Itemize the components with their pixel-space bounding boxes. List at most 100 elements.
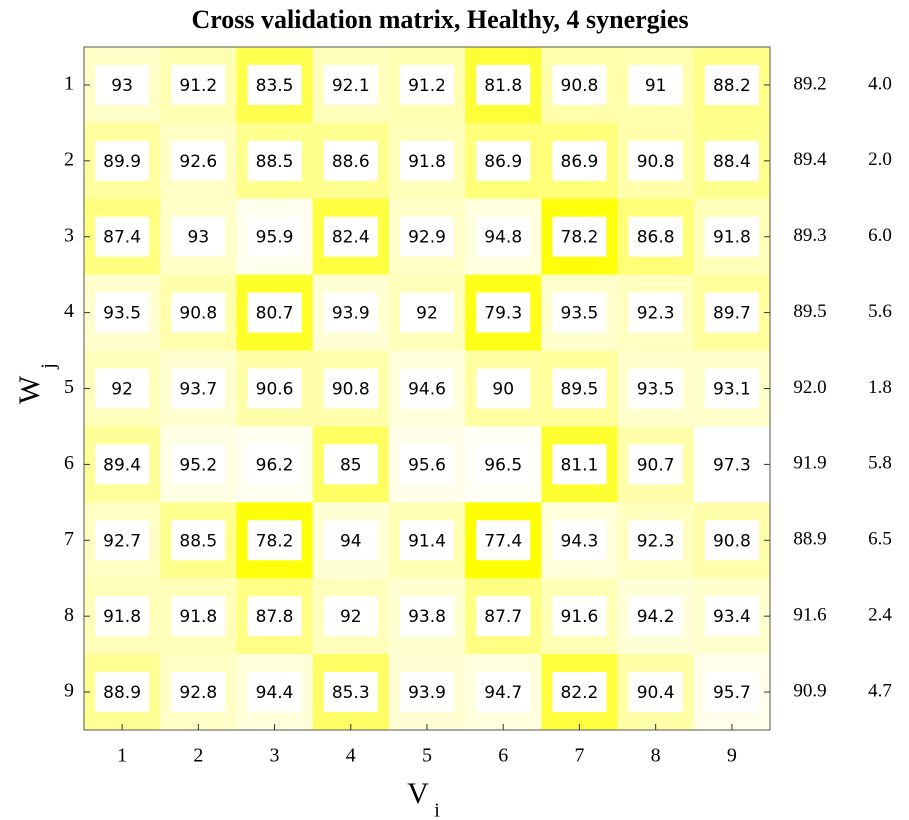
row-mean: 90.9 (793, 680, 826, 701)
cell-label-bg (704, 368, 759, 409)
cell-label: 90.6 (256, 380, 294, 400)
cell-label: 87.8 (256, 607, 294, 627)
cell-label-bg (171, 292, 226, 333)
cell-label: 94.3 (561, 531, 599, 551)
y-tick-label: 1 (64, 73, 74, 95)
cell-label-bg (323, 368, 378, 409)
x-tick-label: 8 (651, 745, 661, 767)
cell-label-bg (95, 596, 150, 637)
cell-label: 82.4 (332, 228, 370, 248)
cell-label-bg (628, 368, 683, 409)
row-std: 6.0 (868, 225, 892, 246)
cell-label-bg (628, 672, 683, 713)
x-axis-label: V (407, 777, 429, 810)
cell-label-bg (95, 292, 150, 333)
cell-label-bg (171, 520, 226, 561)
cell-label-bg (171, 672, 226, 713)
cell-label-bg (400, 596, 454, 637)
cell-label-bg (552, 292, 607, 333)
cell-label: 96.2 (256, 455, 294, 475)
cell-label: 86.9 (484, 152, 522, 172)
cell-label-bg (247, 64, 302, 105)
cell-label: 95.9 (256, 228, 294, 248)
cell-label-bg (95, 368, 150, 409)
cell-label: 91.2 (408, 76, 446, 96)
cell-label: 85.3 (332, 683, 370, 703)
cell-label-bg (171, 596, 226, 637)
row-mean: 91.6 (793, 605, 826, 626)
cell-label: 92 (111, 380, 133, 400)
cell-label-bg (552, 596, 607, 637)
cell-label-bg (704, 672, 759, 713)
cell-label: 88.4 (713, 152, 751, 172)
cell-label: 81.1 (561, 455, 599, 475)
cell-label: 92.1 (332, 76, 370, 96)
cell-label: 85 (340, 455, 362, 475)
cell-label: 91.8 (408, 152, 446, 172)
cell-label: 94.8 (484, 228, 522, 248)
cell-label-bg (95, 520, 150, 561)
cell-label: 89.5 (561, 380, 599, 400)
cell-label: 94.2 (637, 607, 675, 627)
cell-label: 88.9 (103, 683, 141, 703)
cell-label-bg (476, 216, 531, 257)
cell-label: 89.9 (103, 152, 141, 172)
cell-label-bg (247, 292, 302, 333)
cell-label-bg (247, 596, 302, 637)
cell-label-bg (704, 596, 759, 637)
cell-label-bg (400, 216, 454, 257)
cell-label-bg (171, 444, 226, 485)
cell-label-bg (171, 64, 226, 105)
cell-label: 88.5 (179, 531, 217, 551)
cell-label: 91.8 (713, 228, 751, 248)
row-std: 5.6 (868, 301, 892, 322)
cell-label-bg (476, 672, 531, 713)
cell-label-bg (323, 216, 378, 257)
cell-label: 91.8 (179, 607, 217, 627)
cell-label: 79.3 (484, 304, 522, 324)
cell-label-bg (323, 140, 378, 181)
cell-label-bg (400, 368, 454, 409)
cell-label-bg (171, 140, 226, 181)
cell-label: 88.2 (713, 76, 751, 96)
cell-label-bg (476, 140, 531, 181)
cell-label: 93.5 (103, 304, 141, 324)
cell-label: 92.6 (179, 152, 217, 172)
cell-label: 93.4 (713, 607, 751, 627)
cell-label-bg (247, 216, 302, 257)
cell-label-bg (704, 292, 759, 333)
cell-label-bg (400, 140, 454, 181)
cell-label-bg (323, 292, 378, 333)
cell-label: 81.8 (484, 76, 522, 96)
cell-label-bg (628, 292, 683, 333)
x-tick-label: 2 (193, 745, 203, 767)
cell-label: 94.7 (484, 683, 522, 703)
cell-label-bg (628, 520, 683, 561)
cell-label: 93.7 (179, 380, 217, 400)
cell-label-bg (95, 672, 150, 713)
cell-label-bg (323, 64, 378, 105)
cell-label: 94 (340, 531, 362, 551)
cell-label: 92.3 (637, 304, 675, 324)
cell-label-bg (628, 596, 683, 637)
cell-label-bg (476, 444, 531, 485)
cell-label: 95.7 (713, 683, 751, 703)
x-tick-label: 5 (422, 745, 432, 767)
x-tick-label: 9 (727, 745, 737, 767)
cell-label-bg (552, 64, 607, 105)
cell-label: 90.8 (332, 380, 370, 400)
row-mean: 89.3 (793, 225, 826, 246)
cell-label-bg (247, 444, 302, 485)
cell-label: 86.8 (637, 228, 675, 248)
cell-label-bg (476, 292, 531, 333)
y-tick-label: 9 (64, 680, 74, 702)
cell-label-bg (247, 520, 302, 561)
cell-label-bg (704, 64, 759, 105)
cell-label-bg (247, 672, 302, 713)
cell-label: 93.5 (561, 304, 599, 324)
cell-label: 96.5 (484, 455, 522, 475)
cell-label-bg (323, 444, 378, 485)
cell-label: 90.4 (637, 683, 675, 703)
cell-label-bg (704, 216, 759, 257)
cell-label: 92.3 (637, 531, 675, 551)
